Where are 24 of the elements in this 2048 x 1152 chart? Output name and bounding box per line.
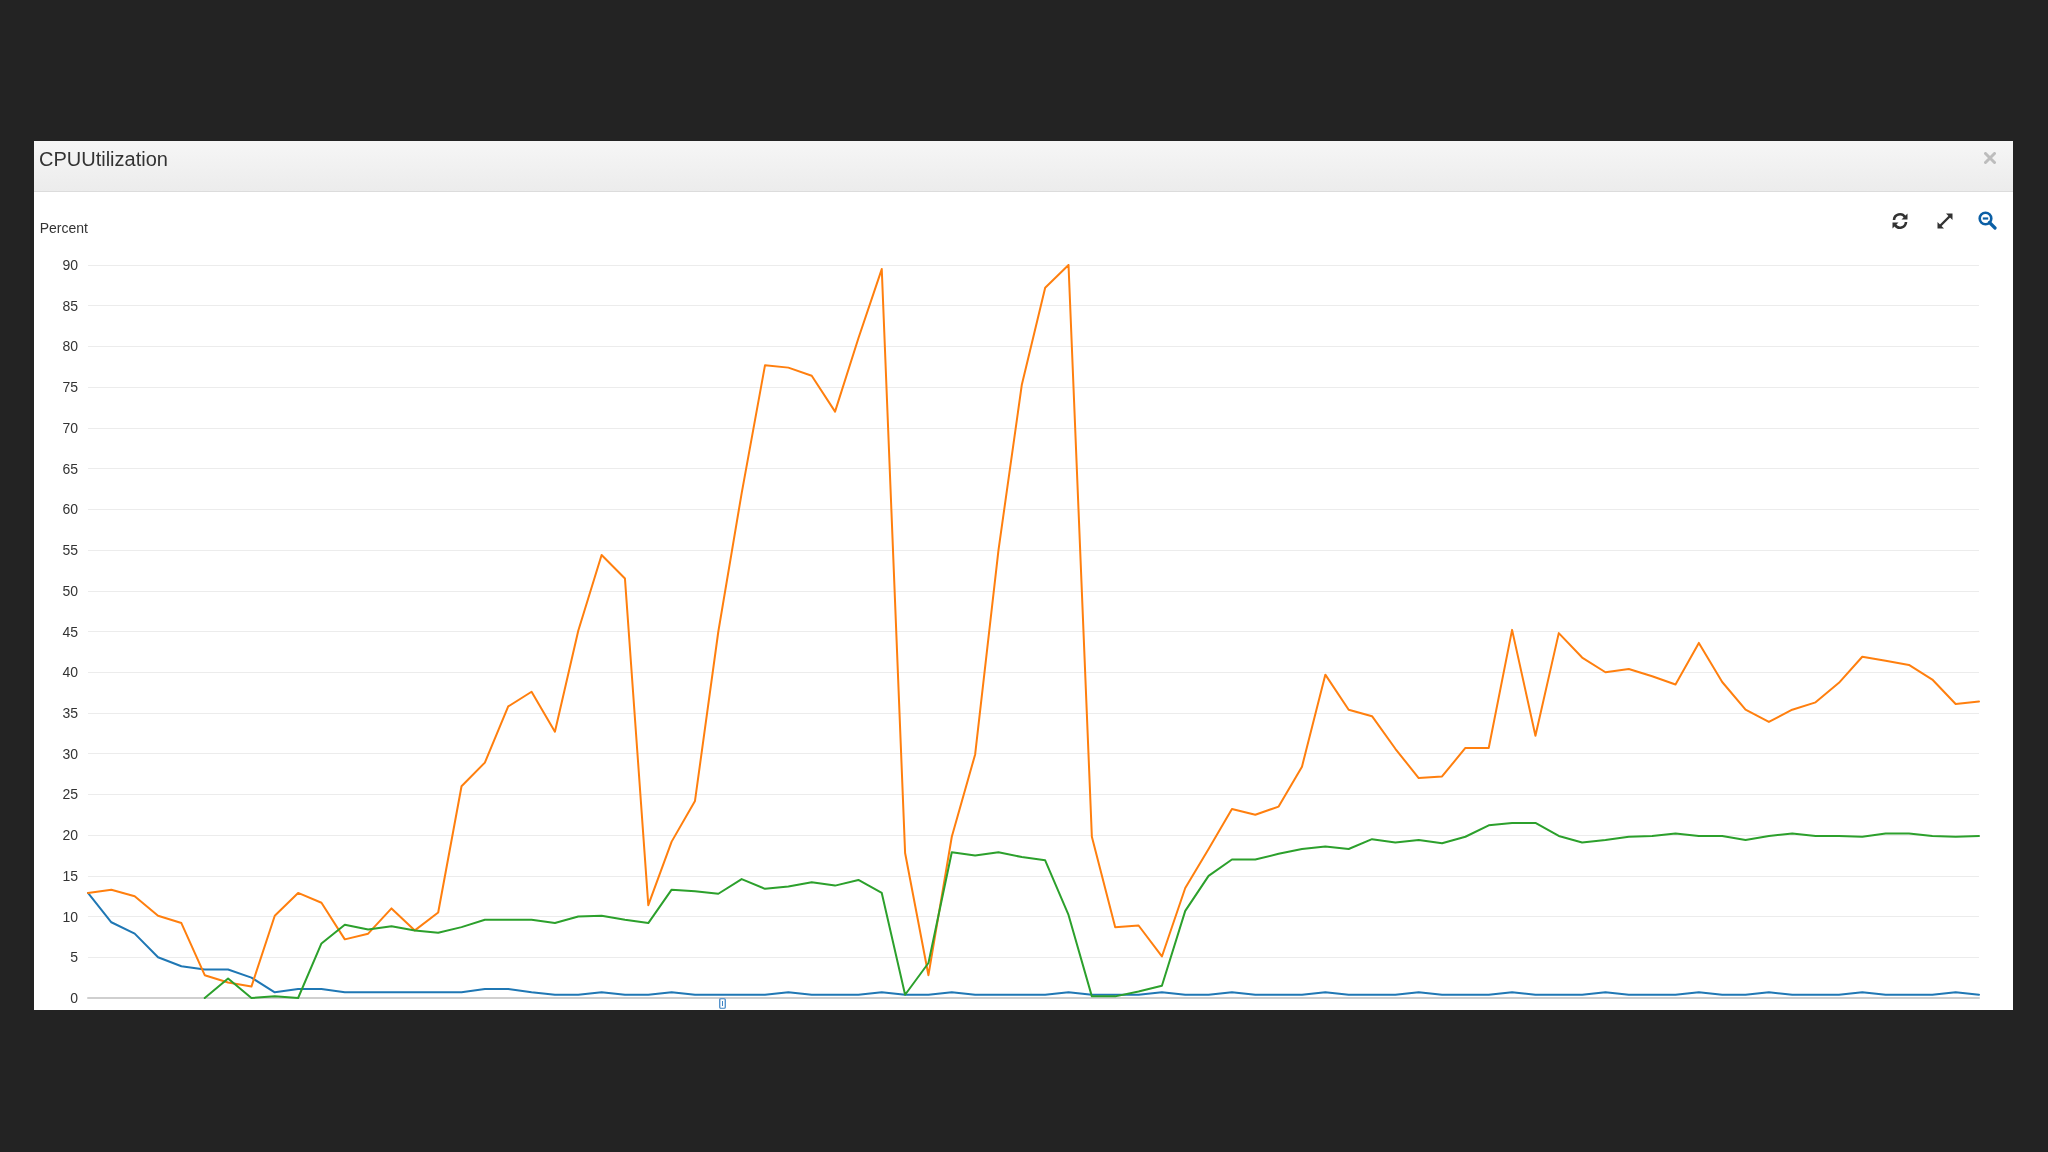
y-axis-title: Percent	[39, 220, 89, 236]
y-tick-label: 20	[62, 827, 79, 844]
y-tick-label: 40	[62, 664, 79, 681]
chart-title: CPUUtilization	[39, 147, 168, 171]
y-tick-label: 65	[62, 460, 79, 477]
y-tick-label: 15	[62, 867, 79, 884]
y-tick-label: 50	[62, 582, 79, 599]
y-tick-label: 5	[70, 949, 79, 966]
line-series	[203, 821, 1980, 999]
y-tick-label: 10	[62, 908, 79, 925]
line-series	[87, 264, 1980, 988]
y-tick-label: 85	[62, 297, 79, 314]
y-tick-label: 25	[62, 786, 79, 803]
y-tick-label: 75	[62, 379, 79, 396]
y-tick-label: 35	[62, 704, 79, 721]
line-series	[87, 891, 1980, 996]
y-tick-label: 55	[62, 542, 79, 559]
y-tick-label: 0	[70, 990, 79, 1006]
y-tick-label: 70	[62, 419, 79, 436]
y-tick-label: 30	[62, 745, 79, 762]
y-tick-label: 80	[62, 338, 79, 355]
y-tick-label: 90	[62, 257, 79, 273]
y-tick-label: 45	[62, 623, 79, 640]
y-tick-label: 60	[62, 501, 79, 518]
